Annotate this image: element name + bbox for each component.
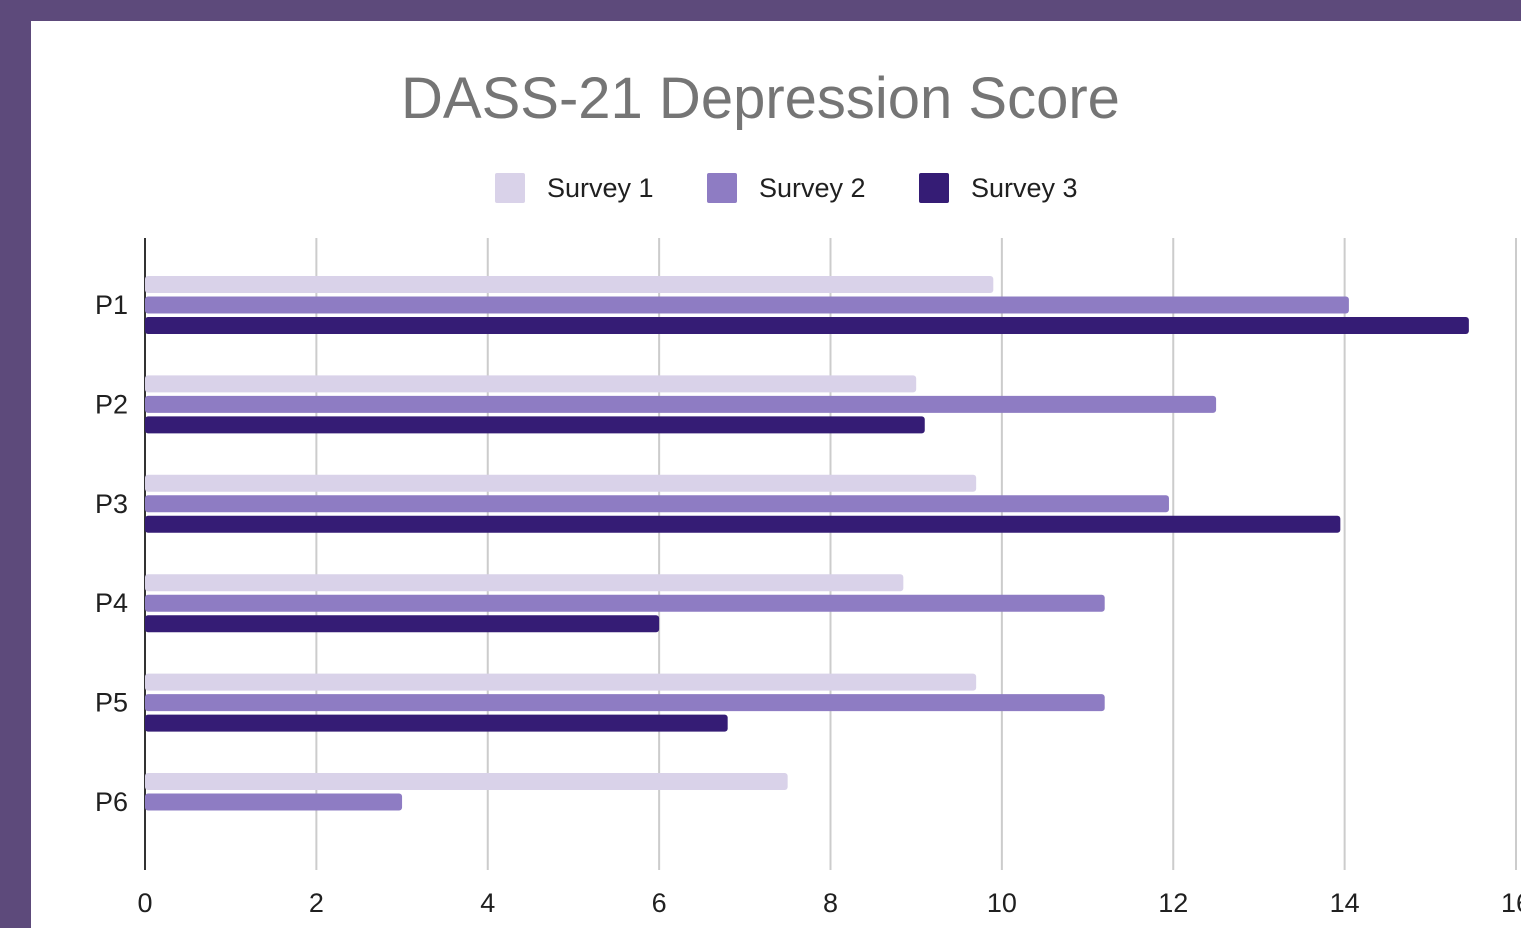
- bar-p2-survey-3: [145, 416, 925, 434]
- x-tick-label-14: 14: [1330, 888, 1360, 918]
- legend-swatch-survey-2: [707, 173, 737, 203]
- legend-label-survey-3: Survey 3: [971, 173, 1078, 203]
- chart-title: DASS-21 Depression Score: [401, 66, 1120, 131]
- category-label-p1: P1: [95, 290, 128, 320]
- bar-p5-survey-3: [145, 714, 728, 732]
- category-label-p5: P5: [95, 688, 128, 718]
- x-tick-label-2: 2: [309, 888, 324, 918]
- x-tick-label-10: 10: [987, 888, 1017, 918]
- legend-swatch-survey-3: [919, 173, 949, 203]
- bar-p3-survey-1: [145, 474, 977, 492]
- bar-p3-survey-2: [145, 495, 1169, 513]
- category-label-p2: P2: [95, 389, 128, 419]
- category-label-p6: P6: [95, 787, 128, 817]
- bar-p1-survey-3: [145, 317, 1469, 334]
- x-tick-label-12: 12: [1158, 888, 1188, 918]
- bar-p4-survey-3: [145, 615, 660, 633]
- bar-p3-survey-3: [145, 515, 1341, 533]
- bar-p1-survey-2: [145, 296, 1349, 314]
- bar-p2-survey-2: [145, 395, 1217, 413]
- bar-p6-survey-1: [145, 773, 788, 790]
- bar-p2-survey-1: [145, 375, 917, 393]
- x-tick-label-8: 8: [823, 888, 838, 918]
- x-tick-label-4: 4: [480, 888, 495, 918]
- bar-p1-survey-1: [145, 276, 994, 293]
- bar-p5-survey-1: [145, 673, 977, 691]
- category-label-p3: P3: [95, 489, 128, 519]
- legend-label-survey-2: Survey 2: [759, 173, 866, 203]
- x-tick-label-0: 0: [137, 888, 152, 918]
- x-tick-label-6: 6: [652, 888, 667, 918]
- category-label-p4: P4: [95, 588, 128, 618]
- chart-legend: Survey 1 Survey 2 Survey 3: [0, 170, 1521, 206]
- legend-label-survey-1: Survey 1: [547, 173, 654, 203]
- bar-p4-survey-1: [145, 574, 904, 592]
- legend-swatch-survey-1: [495, 173, 525, 203]
- bar-p5-survey-2: [145, 694, 1105, 712]
- bar-p4-survey-2: [145, 594, 1105, 612]
- x-tick-label-16: 16: [1501, 888, 1521, 918]
- bar-p6-survey-2: [145, 793, 403, 811]
